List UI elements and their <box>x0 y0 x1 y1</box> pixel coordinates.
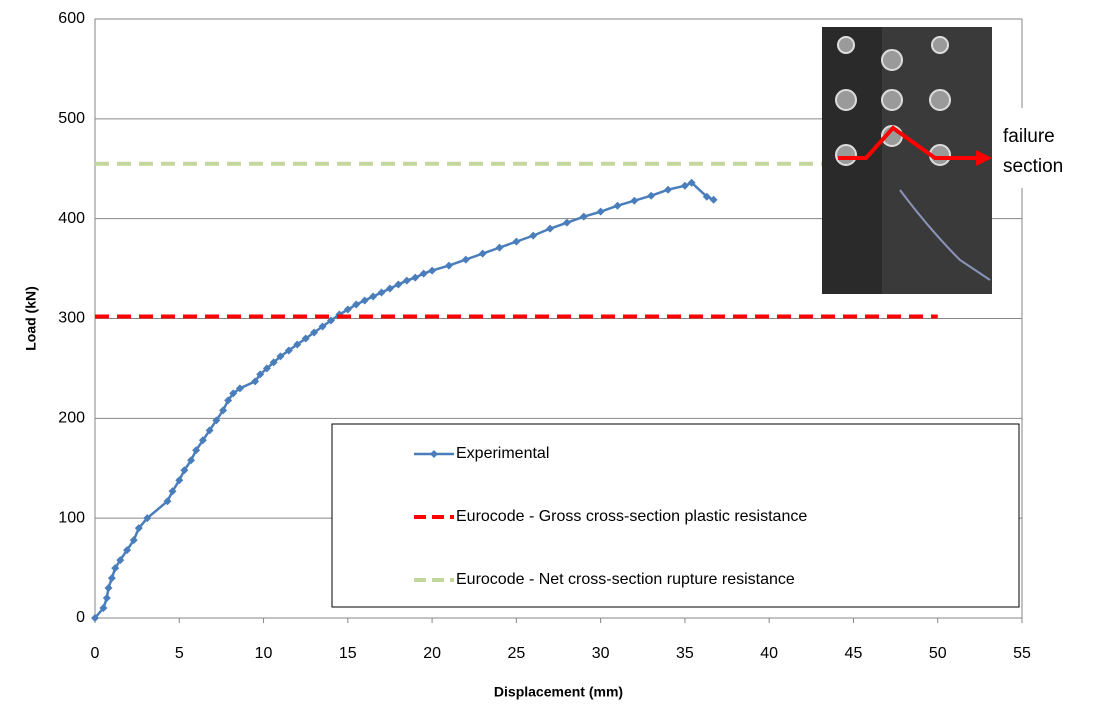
data-point <box>664 185 673 194</box>
data-point <box>262 364 271 373</box>
data-point <box>192 446 201 455</box>
data-point <box>301 334 310 343</box>
data-point <box>613 201 622 210</box>
x-tick-label: 55 <box>1013 645 1031 662</box>
data-point <box>343 305 352 314</box>
data-point <box>205 426 214 435</box>
data-point <box>269 358 278 367</box>
data-point <box>180 466 189 475</box>
plot-area: 0 100 200 300 400 500 600 0 5 10 15 20 25 30 35 40 45 50 5… <box>23 10 1031 699</box>
data-point <box>187 456 196 465</box>
data-point <box>680 181 689 190</box>
x-tick-label: 30 <box>592 645 610 662</box>
legend-label: Eurocode - Net cross-section rupture res… <box>456 571 795 588</box>
x-tick-label: 5 <box>175 645 184 662</box>
x-tick-label: 45 <box>845 645 863 662</box>
data-point <box>709 195 718 204</box>
data-point <box>293 340 302 349</box>
y-tick-label: 200 <box>58 410 85 427</box>
data-point <box>647 191 656 200</box>
legend-label: Eurocode - Gross cross-section plastic r… <box>456 508 807 525</box>
data-point <box>256 370 265 379</box>
data-point <box>352 300 361 309</box>
bolts <box>835 36 951 166</box>
data-point <box>175 476 184 485</box>
failure-arrow <box>976 150 992 166</box>
legend-label: Experimental <box>456 445 549 462</box>
data-point <box>360 296 369 305</box>
y-axis-title: Load (kN) <box>23 286 39 351</box>
y-tick-label: 0 <box>76 609 85 626</box>
x-tick-label: 10 <box>255 645 273 662</box>
data-point <box>107 574 116 583</box>
data-point <box>168 487 177 496</box>
x-tick-label: 0 <box>91 645 100 662</box>
data-point <box>143 514 152 523</box>
data-point <box>419 269 428 278</box>
failure-path <box>838 125 978 160</box>
data-point <box>129 536 138 545</box>
annotation-bg <box>992 108 1118 188</box>
data-point <box>529 231 538 240</box>
y-tick-label: 300 <box>58 310 85 327</box>
data-point <box>251 377 260 386</box>
data-point <box>91 614 99 622</box>
y-tick-label: 400 <box>58 210 85 227</box>
data-point <box>219 406 228 415</box>
data-point <box>369 292 378 301</box>
data-point <box>310 328 319 337</box>
data-point <box>163 497 172 506</box>
annotation-line: section <box>1003 156 1063 177</box>
y-tick-label: 100 <box>58 509 85 526</box>
data-point <box>385 284 394 293</box>
data-point <box>123 546 132 555</box>
data-point <box>702 192 711 201</box>
data-point <box>229 389 238 398</box>
data-point <box>630 196 639 205</box>
x-tick-label: 50 <box>929 645 947 662</box>
data-point <box>402 276 411 285</box>
data-point <box>478 249 487 258</box>
legend-marker <box>430 450 438 458</box>
annotation: failure section <box>1003 126 1063 177</box>
x-tick-label: 35 <box>676 645 694 662</box>
x-axis-title: Displacement (mm) <box>494 684 623 700</box>
x-tick-label: 15 <box>339 645 357 662</box>
data-point <box>198 436 207 445</box>
data-point <box>284 346 293 355</box>
data-point <box>224 396 233 405</box>
data-point <box>579 212 588 221</box>
data-point <box>562 218 571 227</box>
data-point <box>461 255 470 264</box>
data-point <box>116 556 125 565</box>
data-point <box>394 280 403 289</box>
data-point <box>104 584 113 593</box>
data-point <box>411 273 420 282</box>
x-tick-label: 40 <box>760 645 778 662</box>
data-point <box>111 564 120 573</box>
data-point <box>318 322 327 331</box>
data-point <box>99 604 108 613</box>
y-tick-label: 600 <box>58 10 85 27</box>
data-point <box>134 524 143 533</box>
x-tick-label: 20 <box>423 645 441 662</box>
data-point <box>428 266 437 275</box>
data-point <box>495 243 504 252</box>
data-point <box>596 207 605 216</box>
data-point <box>546 224 555 233</box>
x-tick-label: 25 <box>507 645 525 662</box>
data-point <box>102 594 111 603</box>
data-point <box>377 288 386 297</box>
photo-detail <box>899 189 991 281</box>
data-point <box>276 352 285 361</box>
data-point <box>212 416 221 425</box>
y-tick-label: 500 <box>58 110 85 127</box>
photo-inset: failure section <box>822 27 1118 294</box>
data-point <box>444 261 453 270</box>
data-point <box>235 384 244 393</box>
data-point <box>512 237 521 246</box>
data-point <box>687 178 696 187</box>
annotation-line: failure <box>1003 126 1055 147</box>
